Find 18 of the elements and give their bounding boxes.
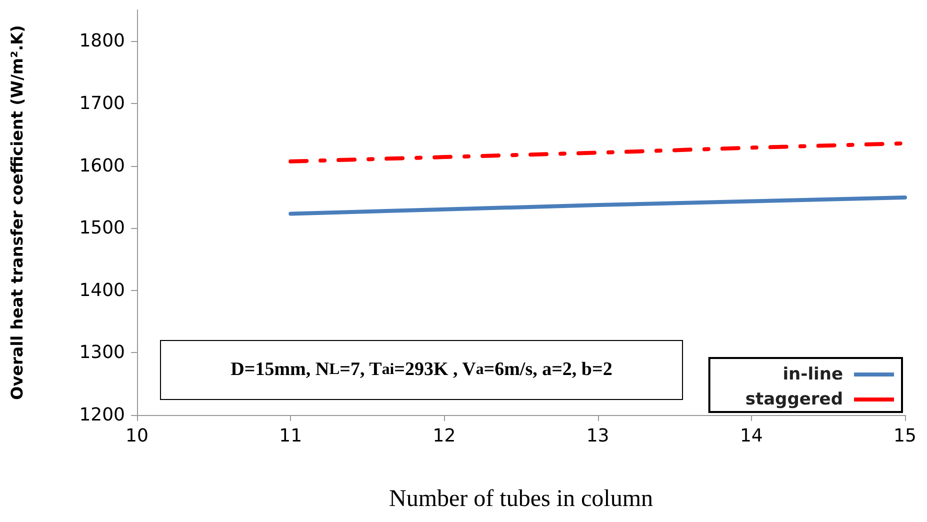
x-tick-label: 14 [740,426,763,446]
x-tick-label: 12 [432,426,456,446]
legend-label: staggered [745,390,843,410]
y-tick-label: 1200 [79,404,125,426]
y-tick-label: 1300 [79,342,125,364]
line-series [288,196,907,216]
x-tick-label: 10 [126,426,148,446]
x-axis-title: Number of tubes in column [389,486,653,512]
x-tick-label: 13 [586,426,610,446]
y-axis-title: Overall heat transfer coefficient (W/m².K) [8,25,26,400]
x-tick-label: 15 [894,426,916,446]
y-tick-label: 1500 [79,218,125,239]
legend-label: in-line [782,364,843,384]
x-tick-label: 11 [279,426,302,446]
y-tick-label: 1700 [79,92,125,114]
y-tick-label: 1400 [79,280,125,301]
y-tick-label: 1600 [79,155,125,176]
y-tick-label: 1800 [79,30,125,52]
